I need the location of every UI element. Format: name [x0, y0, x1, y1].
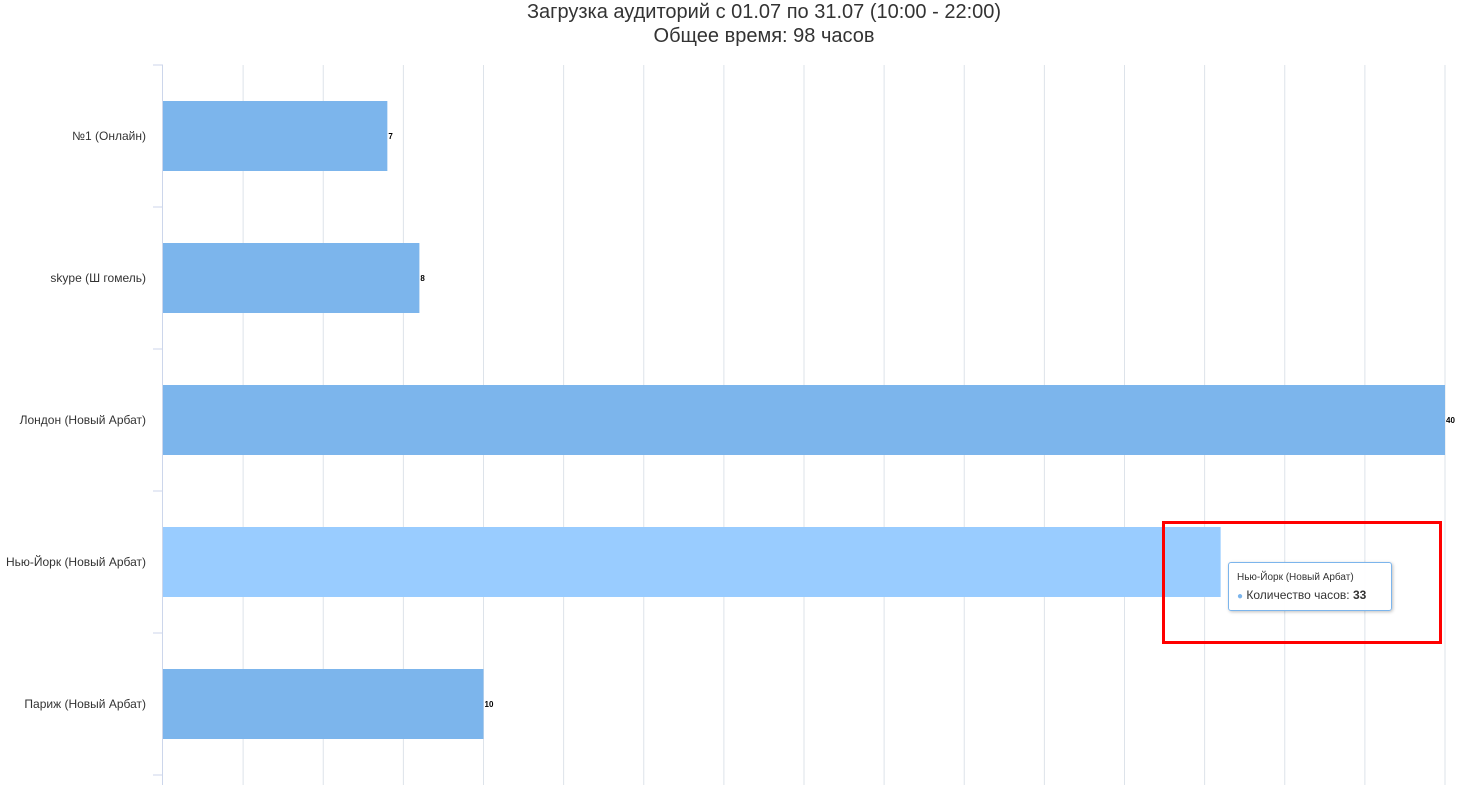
bar[interactable] [163, 101, 388, 171]
tooltip-value: 33 [1352, 588, 1367, 602]
category-label: Париж (Новый Арбат) [24, 697, 146, 711]
bar[interactable] [163, 669, 484, 739]
data-label: 7 [388, 132, 393, 141]
bar[interactable] [163, 385, 1445, 455]
data-label: 8 [420, 274, 425, 283]
data-label: 10 [485, 700, 494, 709]
chart-title: Загрузка аудиторий с 01.07 по 31.07 (10:… [0, 0, 1473, 48]
chart-title-line1: Загрузка аудиторий с 01.07 по 31.07 (10:… [526, 1, 1002, 23]
tooltip: Нью-Йорк (Новый Арбат) ● Количество часо… [1228, 562, 1392, 611]
tooltip-title: Нью-Йорк (Новый Арбат) [1237, 572, 1354, 583]
series-dot-icon: ● [1237, 591, 1244, 602]
tooltip-row: ● Количество часов: 33 [1237, 587, 1383, 605]
category-label: skype (Ш гомель) [50, 271, 146, 285]
data-label: 40 [1446, 416, 1455, 425]
category-label: Нью-Йорк (Новый Арбат) [6, 554, 146, 569]
bar[interactable] [163, 243, 420, 313]
category-label: Лондон (Новый Арбат) [20, 413, 146, 427]
category-label: №1 (Онлайн) [72, 129, 146, 143]
tooltip-series-label: Количество часов: [1246, 588, 1353, 602]
chart-subtitle: Общее время: 98 часов [653, 25, 875, 47]
highlight-box [1162, 521, 1442, 644]
bar[interactable] [163, 527, 1221, 597]
